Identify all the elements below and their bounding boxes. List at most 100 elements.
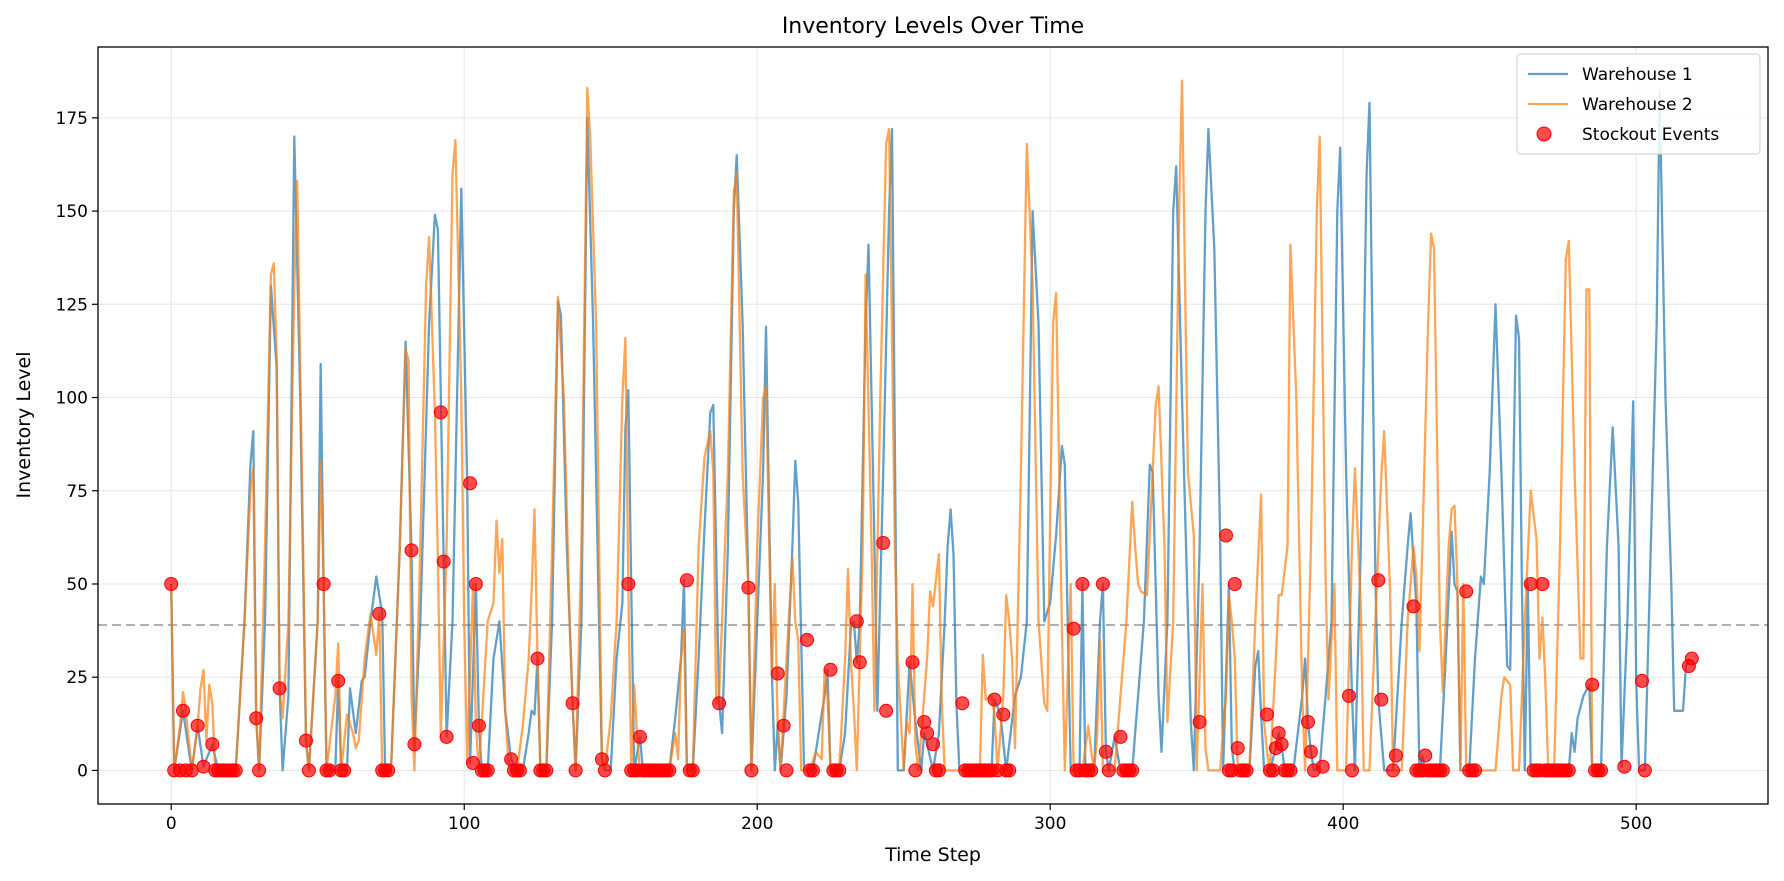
x-tick-label: 300 — [1034, 814, 1066, 834]
stockout-point — [1260, 707, 1274, 722]
stockout-point — [249, 711, 264, 726]
stockout-point — [196, 759, 211, 774]
stockout-point — [633, 729, 647, 744]
grid-lines — [98, 47, 1768, 804]
stockout-point — [905, 655, 920, 670]
stockout-point — [1342, 688, 1356, 703]
stockout-point — [205, 737, 220, 752]
stockout-point — [184, 763, 199, 778]
stockout-point — [1435, 763, 1450, 778]
stockout-point — [1066, 621, 1081, 636]
legend-swatch-marker — [1536, 126, 1552, 142]
stockout-point — [1125, 763, 1140, 778]
stockout-point — [987, 692, 1002, 707]
stockout-point — [568, 763, 583, 778]
y-tick-label: 0 — [77, 761, 88, 781]
stockout-point — [228, 763, 243, 778]
stockout-point — [433, 405, 448, 420]
y-tick-label: 175 — [56, 109, 88, 129]
stockout-point — [823, 662, 838, 677]
stockout-point — [1374, 692, 1389, 707]
stockout-point — [299, 733, 313, 748]
legend-label: Warehouse 2 — [1582, 95, 1693, 115]
y-tick-label: 50 — [66, 575, 88, 595]
stockout-point — [272, 681, 287, 696]
stockout-point — [565, 696, 580, 711]
stockout-point — [539, 763, 554, 778]
stockout-point — [920, 726, 935, 741]
stockout-point — [597, 763, 612, 778]
stockout-point — [1265, 763, 1280, 778]
stockout-point — [1594, 763, 1608, 778]
chart-title: Inventory Levels Over Time — [782, 14, 1084, 39]
stockout-point — [1637, 763, 1652, 778]
stockout-point — [176, 703, 190, 718]
stockout-point — [1101, 763, 1116, 778]
stockout-point — [876, 536, 891, 550]
stockout-point — [1084, 763, 1099, 778]
stockout-point — [1095, 577, 1110, 591]
stockout-point — [1345, 763, 1359, 778]
stockout-point — [407, 737, 422, 752]
stockout-point — [1535, 577, 1550, 591]
legend: Warehouse 1 Warehouse 2 Stockout Events — [1516, 53, 1761, 155]
stockout-point — [1219, 528, 1233, 543]
stockout-point — [1523, 577, 1538, 591]
stockout-point — [381, 763, 396, 778]
stockout-point — [1635, 673, 1649, 688]
stockout-point — [436, 554, 451, 569]
x-tick-label: 100 — [448, 814, 480, 834]
y-tick-label: 75 — [66, 482, 88, 502]
stockout-point — [1406, 599, 1421, 614]
x-axis-label: Time Step — [884, 844, 981, 866]
stockout-point — [1230, 741, 1245, 756]
stockout-point — [1301, 715, 1315, 729]
y-tick-label: 25 — [66, 668, 88, 688]
stockout-point — [1303, 744, 1318, 759]
x-tick-label: 400 — [1327, 814, 1359, 834]
stockout-point — [530, 651, 545, 666]
stockout-point — [741, 580, 756, 595]
stockout-point — [805, 763, 820, 778]
stockout-point — [712, 696, 727, 711]
stockout-point — [1283, 763, 1298, 778]
stockout-point — [1684, 651, 1699, 666]
y-tick-label: 150 — [56, 202, 88, 222]
stockout-point — [316, 577, 331, 591]
stockout-point — [1227, 577, 1242, 591]
stockout-point — [908, 763, 923, 778]
y-tick-label: 100 — [56, 389, 88, 409]
stockout-point — [1075, 577, 1090, 591]
stockout-point — [744, 763, 759, 778]
x-axis-ticks: 0 100 200 300 400 500 — [166, 804, 1652, 834]
x-tick-label: 200 — [741, 814, 773, 834]
stockout-point — [685, 763, 700, 778]
stockout-point — [1315, 759, 1330, 774]
stockout-point — [372, 606, 387, 621]
x-tick-label: 0 — [166, 814, 177, 834]
stockout-point — [463, 476, 478, 491]
stockout-point — [1561, 763, 1576, 778]
stockout-point — [832, 763, 847, 778]
stockout-point — [662, 763, 677, 778]
stockout-point — [1388, 748, 1403, 763]
stockout-point — [164, 577, 179, 591]
stockout-point — [776, 718, 791, 733]
stockout-point — [996, 707, 1011, 722]
stockout-point — [190, 718, 205, 733]
stockout-point — [331, 673, 346, 688]
stockout-point — [252, 763, 267, 778]
stockout-point — [1459, 584, 1474, 599]
y-axis-ticks: 0 25 50 75 100 125 150 175 — [56, 109, 98, 781]
stockout-point — [852, 655, 867, 670]
stockout-point — [770, 666, 785, 681]
stockout-point — [468, 577, 483, 591]
stockout-point — [955, 696, 970, 711]
legend-box — [1516, 53, 1761, 155]
stockout-point — [621, 577, 636, 591]
stockout-point — [800, 632, 814, 647]
stockout-point — [779, 763, 794, 778]
legend-label: Stockout Events — [1582, 125, 1719, 145]
stockout-point — [1468, 763, 1482, 778]
stockout-point — [879, 703, 894, 718]
